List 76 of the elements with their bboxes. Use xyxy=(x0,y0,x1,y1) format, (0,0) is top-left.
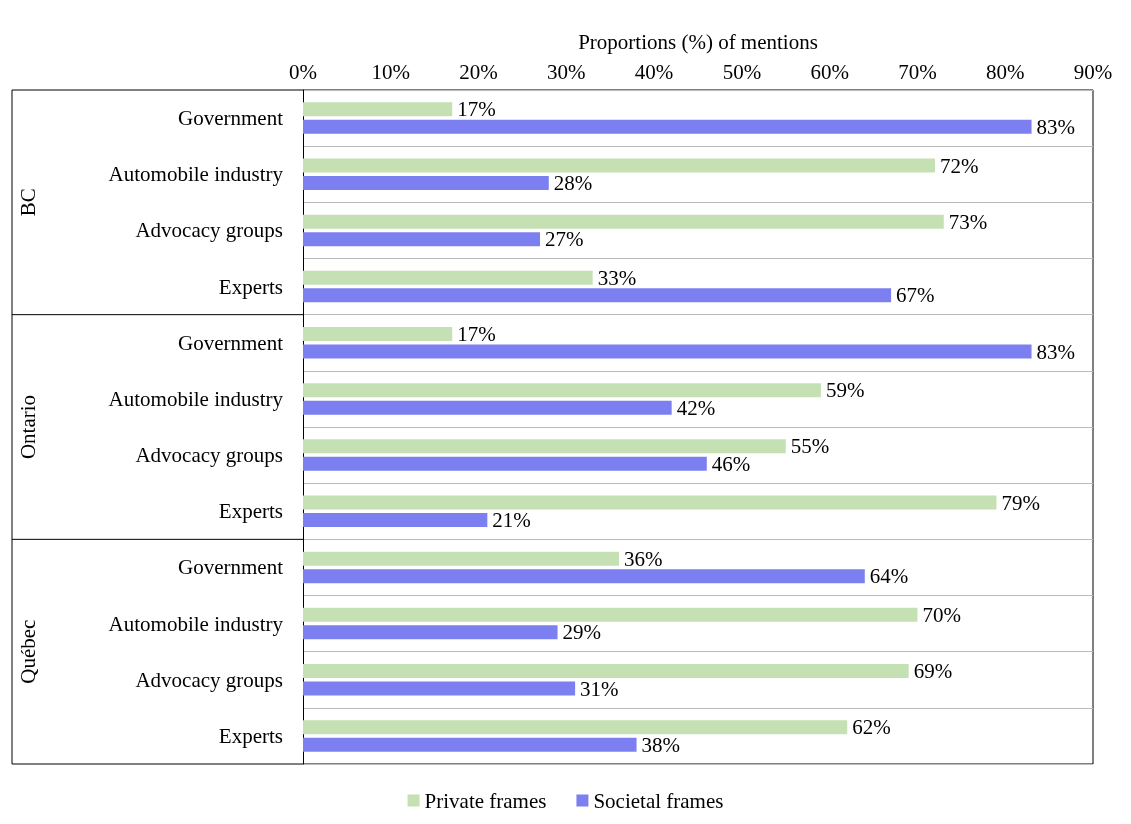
bar xyxy=(303,737,637,752)
bar xyxy=(303,344,1032,359)
bar xyxy=(303,102,453,117)
y-tick-label: Government xyxy=(178,106,284,131)
bar xyxy=(303,681,576,696)
bar xyxy=(303,720,848,735)
data-label: 72% xyxy=(940,153,979,178)
bar xyxy=(303,607,918,622)
bar xyxy=(303,625,558,640)
bar xyxy=(303,288,892,303)
legend-label: Private frames xyxy=(424,788,547,813)
y-tick-label: Automobile industry xyxy=(108,386,284,411)
data-label: 83% xyxy=(1036,114,1076,139)
data-label: 67% xyxy=(896,283,935,308)
data-label: 36% xyxy=(624,546,663,571)
bar xyxy=(303,551,619,566)
bar xyxy=(303,495,997,510)
x-axis-title: Proportions (%) of mentions xyxy=(578,29,818,54)
x-tick-label: 0% xyxy=(289,59,317,84)
text: BC xyxy=(16,188,40,217)
bar xyxy=(303,456,707,471)
bar xyxy=(303,664,909,678)
data-label: 69% xyxy=(913,659,953,683)
bar xyxy=(303,232,540,247)
data-label: 42% xyxy=(676,395,716,420)
data-label: 73% xyxy=(948,209,988,234)
x-tick-label: 40% xyxy=(634,59,674,84)
x-tick-label: 30% xyxy=(547,59,586,84)
bar xyxy=(303,119,1032,134)
x-tick-label: 10% xyxy=(371,59,411,84)
data-label: 31% xyxy=(580,676,619,701)
data-label: 21% xyxy=(492,508,531,532)
bar xyxy=(303,439,786,454)
bar xyxy=(303,569,865,584)
data-label: 62% xyxy=(852,715,891,740)
y-tick-label: Automobile industry xyxy=(108,162,284,187)
data-label: 55% xyxy=(790,434,830,459)
y-tick-label: Government xyxy=(178,555,284,580)
bar xyxy=(303,214,944,229)
x-tick-label: 50% xyxy=(722,59,762,84)
x-tick-label: 90% xyxy=(1073,59,1113,84)
x-tick-label: 80% xyxy=(985,59,1025,84)
data-label: 46% xyxy=(711,451,751,476)
data-label: 27% xyxy=(545,227,584,252)
y-tick-label: Experts xyxy=(218,499,283,524)
bar xyxy=(303,513,488,527)
legend-label: Societal frames xyxy=(593,788,724,813)
data-label: 79% xyxy=(1001,490,1040,515)
data-label: 38% xyxy=(641,732,681,757)
bar xyxy=(303,400,672,415)
y-tick-label: Advocacy groups xyxy=(135,443,283,468)
bar xyxy=(303,176,549,190)
data-label: 33% xyxy=(597,265,637,290)
y-tick-label: Experts xyxy=(218,274,283,299)
y-tick-label: Advocacy groups xyxy=(135,218,283,243)
data-label: 17% xyxy=(457,97,496,122)
bar xyxy=(303,327,453,341)
y-tick-label: Advocacy groups xyxy=(135,667,283,692)
data-label: 70% xyxy=(922,602,961,627)
bar xyxy=(303,383,821,398)
text: Québec xyxy=(16,619,40,684)
data-label: 28% xyxy=(553,171,593,195)
data-label: 29% xyxy=(562,620,602,645)
data-label: 17% xyxy=(457,322,496,346)
data-label: 64% xyxy=(869,564,909,589)
text: Ontario xyxy=(16,394,40,460)
bar xyxy=(303,158,935,173)
y-tick-label: Automobile industry xyxy=(108,611,284,636)
data-label: 83% xyxy=(1036,339,1076,364)
data-label: 59% xyxy=(825,378,865,403)
x-tick-label: 70% xyxy=(898,59,937,84)
y-tick-label: Experts xyxy=(218,723,283,748)
x-tick-label: 60% xyxy=(810,59,849,84)
bar xyxy=(303,270,593,285)
y-tick-label: Government xyxy=(178,330,284,355)
x-tick-label: 20% xyxy=(459,59,498,84)
